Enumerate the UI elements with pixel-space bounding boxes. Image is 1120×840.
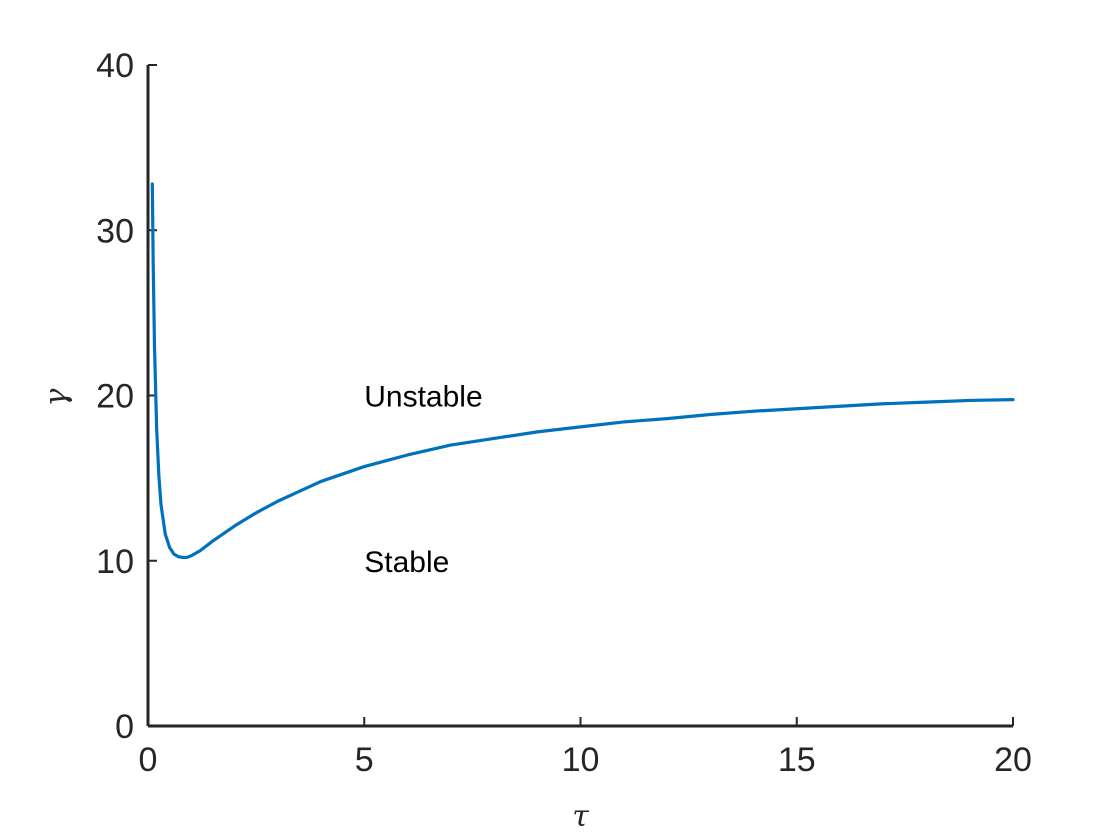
annotation-unstable: Unstable [364, 381, 482, 414]
annotation-stable: Stable [364, 546, 449, 579]
y-tick-label: 40 [96, 47, 134, 85]
series-line-0 [150, 182, 1015, 560]
y-tick-label: 20 [96, 378, 134, 416]
axes [146, 65, 1013, 728]
x-tick-label: 0 [139, 741, 158, 779]
x-tick-label: 20 [994, 741, 1032, 779]
y-axis-label: γ [39, 388, 74, 406]
ticks: 0 5 10 15 20 0 10 20 30 40 [96, 47, 1032, 779]
x-tick-label: 15 [778, 741, 816, 779]
y-tick-label: 0 [115, 708, 134, 746]
x-axis-label: τ [572, 799, 589, 834]
annotations: Unstable Stable [364, 381, 482, 579]
y-tick-label: 30 [96, 212, 134, 250]
y-tick-label: 10 [96, 543, 134, 581]
x-tick-label: 10 [562, 741, 600, 779]
x-tick-label: 5 [355, 741, 374, 779]
series [150, 182, 1015, 560]
